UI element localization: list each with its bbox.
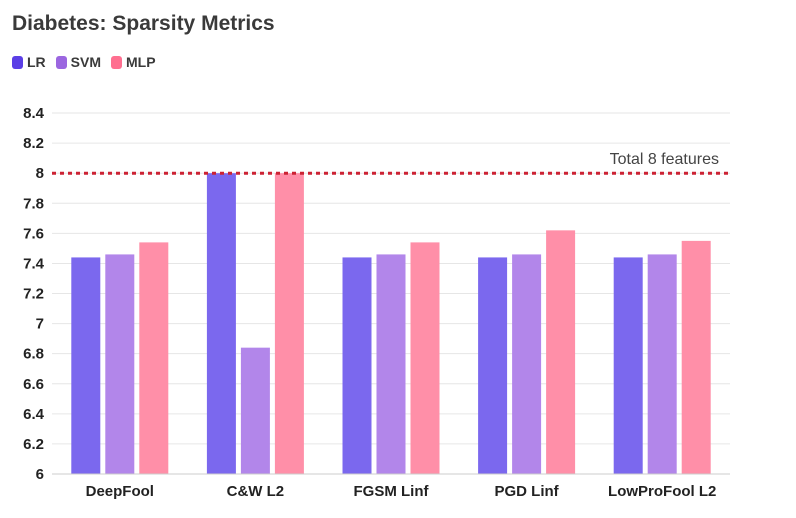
x-tick-label-0: DeepFool — [86, 483, 154, 500]
bar-svm-3 — [512, 254, 542, 474]
legend-swatch-mlp — [111, 55, 123, 69]
y-tick-label-6: 7.2 — [23, 286, 44, 303]
bar-mlp-3 — [546, 230, 576, 474]
bar-svm-0 — [105, 254, 135, 474]
legend-item-lr: LR — [12, 54, 46, 70]
x-tick-label-2: FGSM Linf — [354, 483, 430, 500]
x-tick-label-3: PGD Linf — [495, 483, 560, 500]
legend: LR SVM MLP — [12, 54, 156, 70]
y-tick-label-11: 8.2 — [23, 135, 44, 152]
reference-line-label: Total 8 features — [610, 151, 719, 168]
bar-mlp-0 — [139, 242, 169, 474]
y-tick-label-7: 7.4 — [23, 255, 45, 272]
bar-lr-3 — [478, 257, 508, 474]
bar-svm-4 — [647, 254, 677, 474]
legend-label-svm: SVM — [70, 54, 102, 70]
y-tick-label-0: 6 — [36, 466, 44, 483]
bar-lr-4 — [613, 257, 643, 474]
y-tick-label-1: 6.2 — [23, 436, 44, 453]
legend-swatch-svm — [55, 55, 67, 69]
bar-svm-1 — [240, 347, 270, 474]
bar-lr-2 — [342, 257, 372, 474]
y-tick-label-10: 8 — [36, 165, 44, 182]
y-tick-label-3: 6.6 — [23, 376, 44, 393]
y-tick-label-5: 7 — [36, 316, 44, 333]
bar-mlp-4 — [681, 240, 711, 474]
legend-item-mlp: MLP — [111, 54, 156, 70]
bar-svm-2 — [376, 254, 406, 474]
bar-mlp-1 — [274, 173, 304, 474]
x-tick-label-4: LowProFool L2 — [608, 483, 716, 500]
y-tick-label-9: 7.8 — [23, 195, 44, 212]
y-tick-label-12: 8.4 — [23, 105, 45, 122]
y-tick-label-8: 7.6 — [23, 225, 44, 242]
x-tick-label-1: C&W L2 — [227, 483, 285, 500]
y-tick-label-2: 6.4 — [23, 406, 45, 423]
legend-item-svm: SVM — [55, 54, 102, 70]
y-tick-label-4: 6.8 — [23, 346, 44, 363]
legend-swatch-lr — [12, 55, 23, 69]
bar-lr-0 — [71, 257, 101, 474]
bar-lr-1 — [206, 173, 236, 474]
chart-title: Diabetes: Sparsity Metrics — [12, 12, 275, 35]
bar-mlp-2 — [410, 242, 440, 474]
legend-label-mlp: MLP — [126, 54, 156, 70]
legend-label-lr: LR — [27, 54, 46, 70]
